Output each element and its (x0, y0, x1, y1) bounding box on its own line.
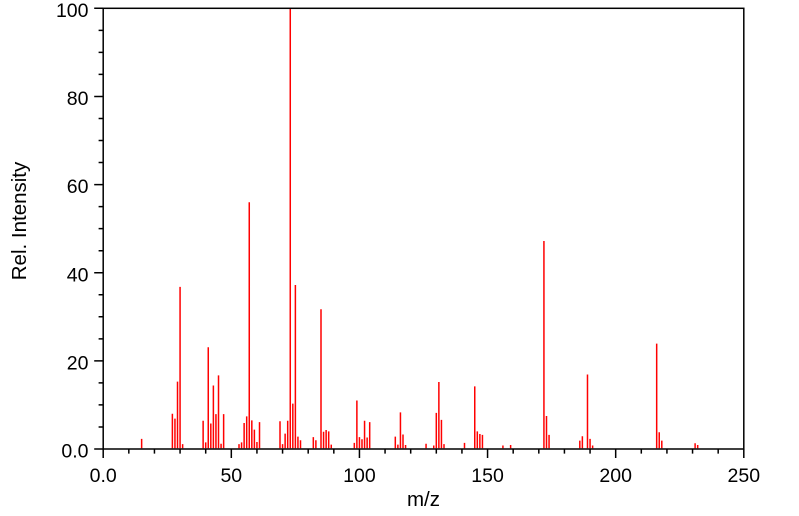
svg-text:0.0: 0.0 (61, 441, 88, 463)
svg-text:m/z: m/z (407, 488, 440, 511)
svg-text:50: 50 (220, 465, 242, 487)
svg-text:20: 20 (67, 352, 89, 374)
svg-text:80: 80 (67, 88, 89, 110)
svg-text:60: 60 (67, 176, 89, 198)
svg-text:100: 100 (56, 0, 89, 22)
svg-text:250: 250 (728, 465, 761, 487)
svg-text:Rel. Intensity: Rel. Intensity (8, 161, 31, 280)
svg-text:150: 150 (471, 465, 504, 487)
svg-text:40: 40 (67, 264, 89, 286)
svg-text:0.0: 0.0 (90, 465, 117, 487)
svg-text:100: 100 (343, 465, 376, 487)
svg-text:200: 200 (599, 465, 632, 487)
